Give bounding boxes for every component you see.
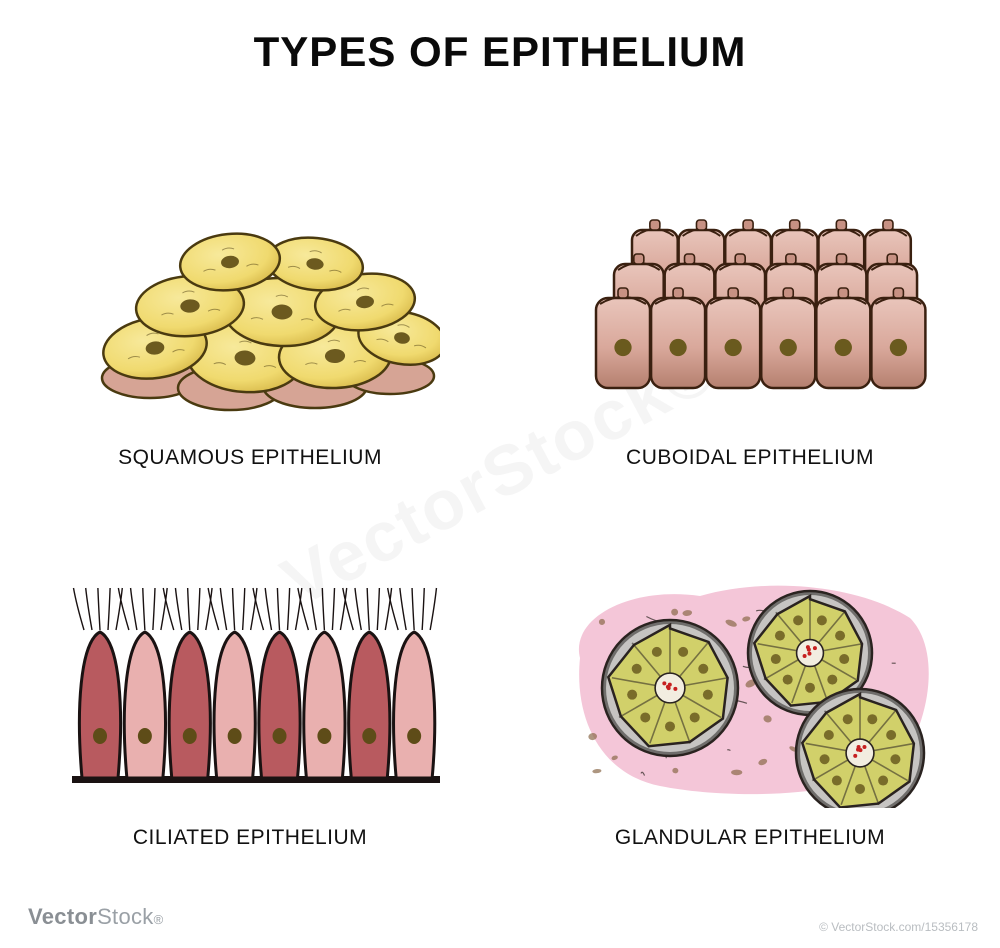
cell-squamous: SQUAMOUS EPITHELIUM	[0, 140, 500, 520]
cell-glandular: GLANDULAR EPITHELIUM	[500, 520, 1000, 900]
cell-cuboidal: CUBOIDAL EPITHELIUM	[500, 140, 1000, 520]
caption-squamous: SQUAMOUS EPITHELIUM	[118, 446, 382, 470]
caption-glandular: GLANDULAR EPITHELIUM	[615, 826, 885, 850]
page-title: TYPES OF EPITHELIUM	[0, 28, 1000, 76]
cuboidal-svg	[560, 188, 940, 428]
illus-squamous	[60, 188, 440, 428]
illus-glandular	[560, 568, 940, 808]
watermark-logo-bold: Vector	[28, 904, 97, 929]
illus-ciliated	[60, 568, 440, 808]
caption-ciliated: CILIATED EPITHELIUM	[133, 826, 367, 850]
watermark-logo: VectorStock®	[28, 904, 163, 930]
squamous-svg	[60, 188, 440, 428]
glandular-svg	[560, 568, 940, 808]
watermark-id: © VectorStock.com/15356178	[819, 920, 978, 936]
cell-ciliated: CILIATED EPITHELIUM	[0, 520, 500, 900]
diagram-grid: SQUAMOUS EPITHELIUM CUBOIDAL EPITHELIUM …	[0, 140, 1000, 900]
watermark-logo-light: Stock	[97, 904, 154, 929]
caption-cuboidal: CUBOIDAL EPITHELIUM	[626, 446, 874, 470]
ciliated-svg	[60, 568, 440, 808]
illus-cuboidal	[560, 188, 940, 428]
